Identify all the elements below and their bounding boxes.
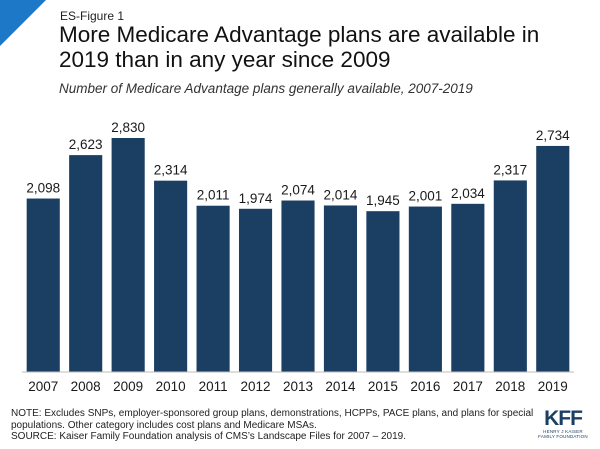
bar-2017 [451, 203, 485, 372]
x-tick-label-2019: 2019 [538, 379, 568, 394]
bar-value-label-2011: 2,011 [197, 188, 230, 203]
bar-2018 [493, 180, 527, 372]
bar-2019 [536, 145, 570, 372]
bar-2016 [408, 206, 442, 372]
x-tick-label-2008: 2008 [71, 379, 101, 394]
x-tick-label-2018: 2018 [495, 379, 525, 394]
bar-value-label-2009: 2,830 [111, 120, 145, 135]
footnote: NOTE: Excludes SNPs, employer-sponsored … [11, 408, 534, 443]
x-tick-label-2015: 2015 [368, 379, 398, 394]
bar-value-label-2007: 2,098 [26, 181, 60, 196]
bar-value-label-2019: 2,734 [536, 128, 570, 143]
logo-main-text: KFF [544, 407, 583, 430]
x-tick-label-2007: 2007 [28, 379, 58, 394]
bar-value-label-2008: 2,623 [69, 137, 103, 152]
bar-2008 [69, 155, 103, 372]
figure-label: ES-Figure 1 [60, 9, 125, 23]
x-tick-label-2017: 2017 [453, 379, 483, 394]
x-tick-label-2011: 2011 [199, 379, 228, 394]
bar-2012 [238, 208, 273, 372]
bar-value-label-2012: 1,974 [239, 191, 273, 206]
chart-subtitle: Number of Medicare Advantage plans gener… [59, 81, 473, 96]
corner-accent [0, 0, 46, 46]
bars-group [26, 138, 570, 372]
chart-title: More Medicare Advantage plans are availa… [59, 22, 540, 72]
tick-labels-group: 2007 2008 2009 2010 2011 2012 2013 2014 2015 2016… [28, 379, 568, 394]
note-line-2: populations. Other category includes cos… [11, 419, 317, 431]
x-tick-label-2012: 2012 [241, 379, 271, 394]
bar-2010 [154, 180, 188, 372]
bar-value-label-2018: 2,317 [493, 162, 527, 177]
logo-sub-line-2: FAMILY FOUNDATION [538, 434, 588, 439]
bar-value-label-2016: 2,001 [408, 189, 442, 204]
bar-2009 [111, 138, 145, 372]
logo-sub-line-1: HENRY J KAISER [543, 429, 583, 434]
bar-value-label-2017: 2,034 [451, 186, 485, 201]
x-tick-label-2016: 2016 [410, 379, 440, 394]
bar-value-label-2013: 2,074 [281, 183, 315, 198]
kff-logo: KFF HENRY J KAISER FAMILY FOUNDATION [533, 407, 593, 439]
x-tick-label-2010: 2010 [156, 379, 186, 394]
bar-2007 [26, 198, 60, 372]
bar-2015 [366, 211, 400, 372]
x-tick-label-2013: 2013 [283, 379, 313, 394]
value-labels-group: 2,098 2,623 2,830 2,314 2,011 1,974 2,074 2,014… [26, 120, 570, 208]
bar-2014 [323, 205, 358, 372]
source-line: SOURCE: Kaiser Family Foundation analysi… [11, 431, 407, 442]
bar-value-label-2015: 1,945 [366, 193, 400, 208]
note-line-1: NOTE: Excludes SNPs, employer-sponsored … [11, 408, 534, 419]
bar-value-label-2010: 2,314 [154, 163, 188, 178]
bar-chart: 2,098 2,623 2,830 2,314 2,011 1,974 2,074 2,014… [22, 120, 574, 394]
x-tick-label-2014: 2014 [325, 379, 356, 394]
bar-2013 [281, 200, 315, 372]
bar-2011 [196, 205, 230, 372]
x-tick-label-2009: 2009 [113, 379, 143, 394]
corner-triangle [0, 0, 46, 46]
bar-value-label-2014: 2,014 [324, 187, 358, 202]
